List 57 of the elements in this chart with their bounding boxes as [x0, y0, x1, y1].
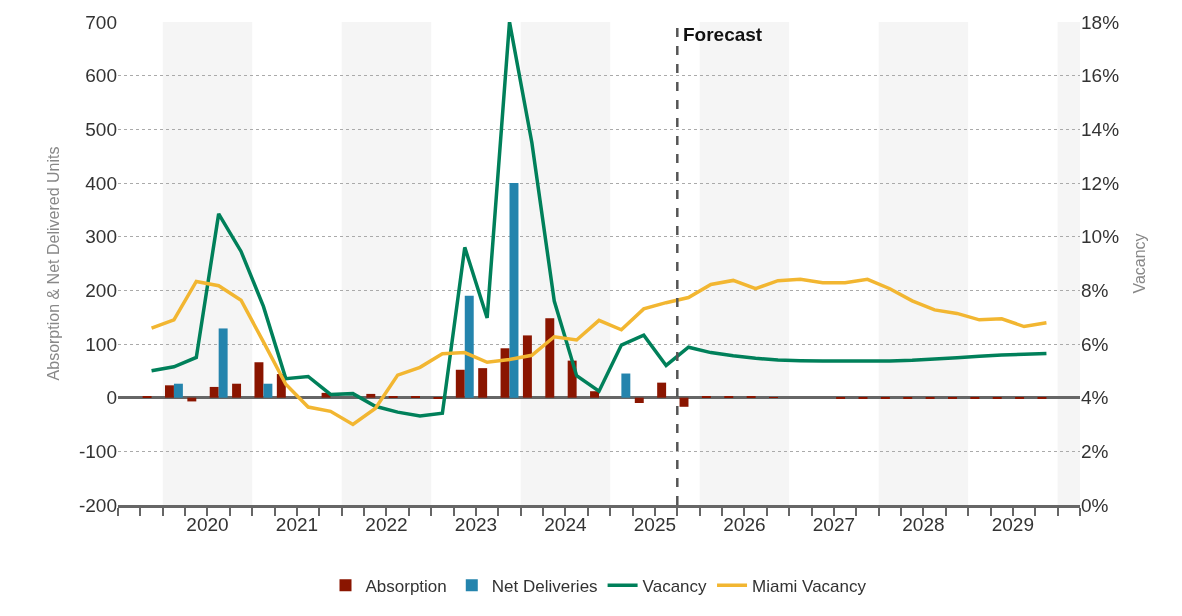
y2-tick-label: 14%: [1081, 118, 1120, 140]
y-tick-label: 600: [85, 65, 117, 87]
x-tick-label: 2021: [275, 513, 319, 535]
bar: [164, 385, 174, 398]
y-tick-label: 200: [85, 279, 117, 301]
x-tick-label: 2028: [902, 513, 945, 535]
bar: [478, 368, 488, 398]
bar: [500, 348, 510, 398]
legend-label: Vacancy: [642, 576, 708, 596]
bar: [657, 382, 667, 398]
bar: [263, 383, 273, 398]
y2-tick-label: 12%: [1081, 172, 1120, 194]
bar: [232, 383, 242, 398]
x-tick-label: 2022: [365, 513, 408, 535]
y2-axis-title: Vacancy: [1130, 233, 1148, 294]
x-tick-label: 2027: [812, 513, 856, 535]
x-tick-label: 2024: [544, 513, 587, 535]
y2-tick-label: 0%: [1081, 494, 1109, 516]
y-tick-label: 700: [85, 11, 117, 33]
y2-tick-label: 8%: [1081, 279, 1109, 301]
bar: [545, 318, 555, 398]
y-tick-label: 400: [85, 172, 117, 194]
legend-label: Absorption: [365, 576, 447, 596]
bar: [209, 386, 219, 398]
bar: [455, 369, 465, 398]
legend-label: Miami Vacancy: [752, 576, 867, 596]
bar: [522, 335, 532, 398]
y2-tick-label: 6%: [1081, 333, 1109, 355]
y-tick-label: -100: [78, 440, 117, 462]
y2-tick-label: 16%: [1081, 65, 1120, 87]
bar: [464, 295, 474, 398]
bar: [173, 383, 183, 398]
bar: [590, 391, 599, 398]
y2-tick-label: 2%: [1081, 440, 1109, 462]
x-tick-label: 2029: [991, 513, 1035, 535]
x-tick-label: 2023: [454, 513, 498, 535]
y-tick-label: 0: [106, 387, 117, 409]
y-tick-label: -200: [78, 494, 117, 516]
y-tick-label: 100: [85, 333, 117, 355]
x-tick-label: 2025: [633, 513, 677, 535]
y2-tick-label: 18%: [1081, 11, 1120, 33]
ref-line-label: Forecast: [683, 24, 763, 45]
y2-tick-label: 10%: [1081, 226, 1120, 248]
line-series: [149, 277, 1049, 427]
bar: [218, 328, 228, 398]
x-tick-label: 2026: [723, 513, 766, 535]
x-tick-label: 2020: [186, 513, 229, 535]
legend-label: Net Deliveries: [491, 576, 598, 596]
bar: [254, 362, 264, 398]
y2-tick-label: 4%: [1081, 387, 1109, 409]
y-tick-label: 500: [85, 118, 117, 140]
y-tick-label: 300: [85, 226, 117, 248]
line-series: [149, 22, 1049, 418]
bar: [621, 373, 631, 398]
bar: [366, 393, 376, 398]
bar: [634, 397, 644, 404]
y-axis-title: Absorption & Net Delivered Units: [44, 146, 62, 381]
